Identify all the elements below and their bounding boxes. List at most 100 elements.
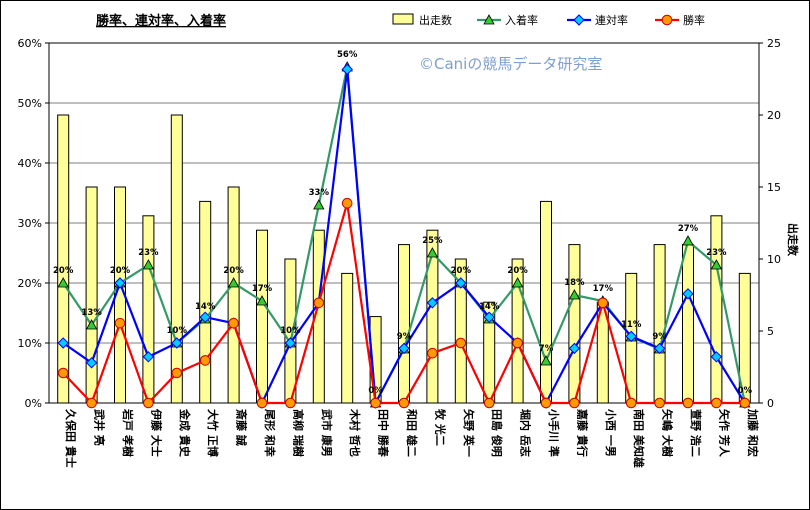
- circle-marker: [512, 337, 523, 349]
- data-label: 11%: [621, 320, 642, 330]
- diamond-marker: [573, 14, 585, 26]
- bar: [57, 114, 70, 404]
- bar: [312, 229, 325, 404]
- data-label: 20%: [451, 266, 472, 276]
- bar: [227, 186, 240, 404]
- data-label: 20%: [223, 266, 244, 276]
- circle-marker: [739, 397, 751, 409]
- bar: [85, 186, 98, 404]
- circle-marker: [540, 397, 552, 409]
- legend-label: 連対率: [595, 13, 628, 27]
- circle-marker: [285, 397, 296, 409]
- triangle-marker: [142, 259, 155, 270]
- circle-marker: [171, 367, 183, 379]
- data-label: 20%: [507, 266, 528, 276]
- data-label: 10%: [280, 326, 301, 336]
- circle-marker: [341, 197, 353, 209]
- left-tick-label: 60%: [18, 37, 42, 50]
- left-tick-label: 10%: [18, 337, 42, 350]
- diamond-marker: [455, 277, 467, 289]
- triangle-marker: [568, 289, 581, 300]
- diamond-marker: [682, 288, 694, 300]
- x-tick-label: 小西 一男: [604, 408, 618, 457]
- bar: [653, 244, 666, 404]
- diamond-marker: [625, 330, 637, 343]
- legend-swatch: [392, 13, 414, 25]
- x-tick-label: 高柳 瑞樹: [291, 409, 305, 457]
- x-tick-label: 嘉藤 貴行: [575, 408, 589, 457]
- diamond-marker: [398, 342, 410, 355]
- x-tick-label: 矢嶋 大樹: [661, 409, 675, 457]
- data-label: 20%: [53, 266, 74, 276]
- data-label: 23%: [706, 248, 727, 258]
- data-label: 25%: [422, 236, 443, 246]
- right-tick-label: 10: [767, 253, 781, 266]
- x-tick-label: 萱野 浩二: [689, 409, 703, 457]
- circle-marker: [86, 397, 97, 409]
- circle-marker: [661, 14, 673, 26]
- circle-marker: [114, 317, 126, 329]
- data-label: 18%: [564, 278, 585, 288]
- data-label: 9%: [397, 332, 412, 342]
- triangle-marker: [57, 277, 69, 288]
- diamond-marker: [85, 357, 98, 369]
- x-tick-label: 武井 亮: [93, 409, 107, 446]
- diamond-marker: [568, 342, 581, 355]
- data-label: 14%: [195, 302, 216, 312]
- legend: 出走数 入着率 連対率 勝率: [392, 13, 705, 27]
- left-axis: 0% 10% 20% 30% 40% 50% 60%: [18, 37, 49, 410]
- x-tick-label: 南田 美知雄: [632, 409, 646, 468]
- x-axis-labels: 久保田 貴士 武井 亮岩戸 孝樹 伊藤 大士 金成 貴史 大竹 正博 斎藤 誠尾形 和幸高…: [64, 408, 760, 468]
- x-tick-label: 木村 哲也: [348, 408, 362, 457]
- x-tick-label: 伊藤 大士: [149, 408, 163, 457]
- x-tick-label: 田中 勝春: [377, 409, 391, 458]
- left-tick-label: 30%: [18, 217, 42, 230]
- right-axis: 0 5 10 15 20 25: [759, 37, 781, 410]
- right-tick-label: 15: [767, 181, 781, 194]
- triangle-marker: [682, 235, 694, 246]
- circle-marker: [654, 397, 665, 409]
- data-label: 14%: [479, 302, 500, 312]
- diamond-marker: [284, 337, 297, 349]
- bar: [199, 200, 212, 404]
- bar: [511, 258, 524, 404]
- legend-label: 入着率: [505, 13, 538, 27]
- diamond-marker: [483, 311, 495, 323]
- data-label: 9%: [652, 332, 667, 342]
- diamond-marker: [114, 277, 126, 289]
- bar: [426, 229, 439, 404]
- circle-marker: [228, 317, 239, 329]
- x-tick-label: 加藤 和宏: [746, 408, 760, 457]
- x-tick-label: 堀内 岳志: [519, 409, 533, 457]
- x-tick-label: 尾形 和幸: [263, 408, 277, 457]
- circle-marker: [483, 397, 495, 409]
- data-label: 17%: [252, 284, 273, 294]
- x-tick-label: 斎藤 誠: [235, 409, 249, 446]
- triangle-marker: [483, 14, 495, 25]
- data-label: 56%: [337, 50, 358, 60]
- watermark-text: ©Caniの競馬データ研究室: [419, 55, 602, 73]
- diamond-marker: [653, 342, 666, 355]
- circle-marker: [370, 397, 381, 409]
- data-label: 13%: [81, 308, 102, 318]
- right-axis-title: 出走数: [786, 223, 800, 257]
- circle-marker: [57, 367, 69, 379]
- x-tick-label: 金成 貴史: [178, 408, 192, 458]
- data-label: 10%: [167, 326, 188, 336]
- bar: [568, 244, 581, 404]
- circle-marker: [143, 397, 154, 409]
- bar: [170, 114, 183, 404]
- bar-series: [57, 114, 751, 404]
- x-tick-label: 牧 光二: [433, 409, 447, 446]
- legend-label: 出走数: [419, 13, 452, 27]
- right-tick-label: 5: [767, 325, 774, 338]
- bar: [398, 244, 410, 404]
- circle-marker: [597, 297, 609, 309]
- circle-marker: [398, 397, 410, 409]
- data-label: 0%: [368, 386, 383, 396]
- bar: [341, 272, 354, 404]
- data-label: 23%: [138, 248, 159, 258]
- right-tick-label: 0: [767, 397, 774, 410]
- x-tick-label: 岩戸 孝樹: [121, 408, 135, 457]
